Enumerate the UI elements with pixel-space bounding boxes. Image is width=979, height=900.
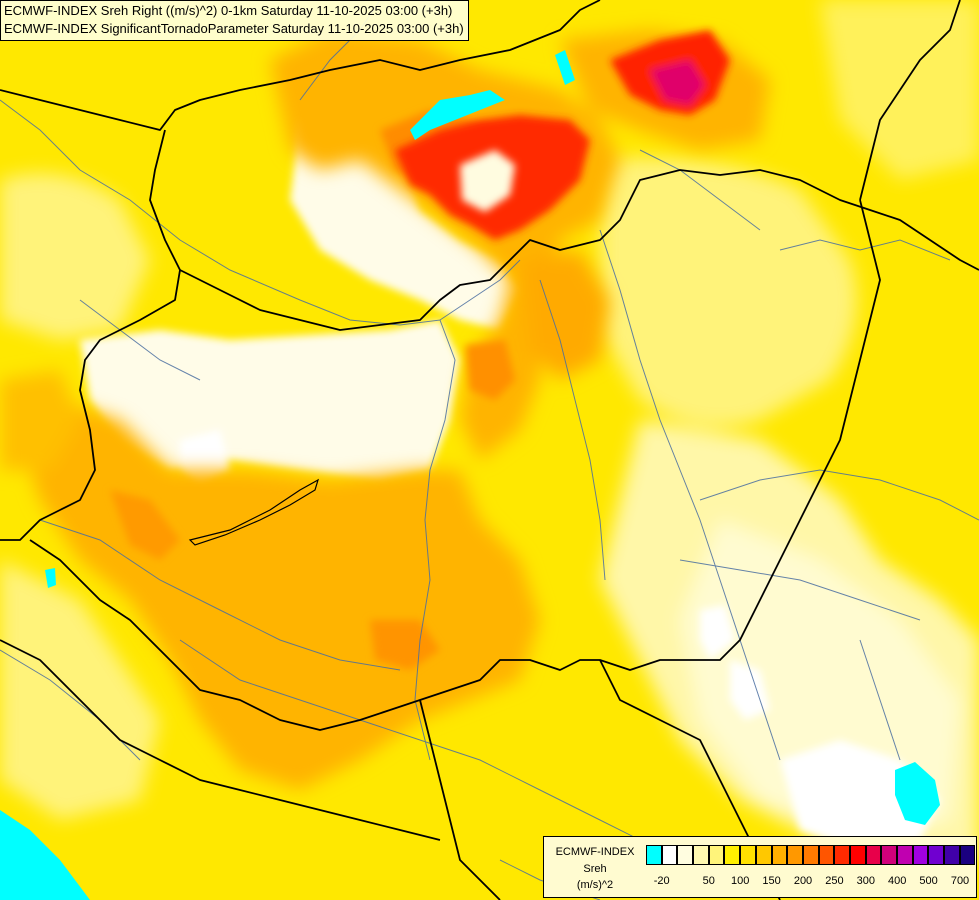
legend-swatches	[646, 845, 976, 865]
legend-tick-label: 150	[762, 875, 781, 887]
legend-swatch	[724, 845, 741, 865]
legend-swatch	[787, 845, 803, 865]
legend-swatch	[865, 845, 882, 865]
legend-unit: (m/s)^2	[576, 879, 614, 891]
legend-swatch	[661, 845, 678, 865]
legend-tick-label: 500	[919, 875, 938, 887]
legend-swatch	[881, 845, 897, 865]
legend-ticks: -20 50 100 150 200 250 300 400 500 700	[646, 875, 976, 889]
title-line-1: ECMWF-INDEX Sreh Right ((m/s)^2) 0-1km S…	[4, 3, 453, 18]
legend-swatch	[912, 845, 929, 865]
legend-swatch	[755, 845, 772, 865]
legend-swatch	[646, 845, 662, 865]
legend-swatch	[802, 845, 819, 865]
legend-tick-label: 300	[856, 875, 875, 887]
legend-swatch	[849, 845, 866, 865]
title-line-2: ECMWF-INDEX SignificantTornadoParameter …	[4, 21, 464, 36]
legend-tick-label: 400	[888, 875, 907, 887]
legend-swatch	[693, 845, 709, 865]
legend-tick-label: 700	[950, 875, 970, 887]
legend-parameter: Sreh	[583, 863, 607, 875]
legend-swatch	[818, 845, 835, 865]
legend-tick-label: 100	[731, 875, 750, 887]
legend-tick-label: 250	[825, 875, 844, 887]
legend-tick-label: -20	[653, 875, 670, 887]
legend-tick-label: 200	[793, 875, 813, 887]
legend-swatch	[959, 845, 976, 865]
legend-swatch	[771, 845, 788, 865]
legend-swatch	[677, 845, 694, 865]
legend-model: ECMWF-INDEX	[555, 846, 635, 858]
lake-outline	[188, 478, 319, 546]
legend-swatch	[897, 845, 913, 865]
legend-swatch	[834, 845, 850, 865]
legend-swatch	[928, 845, 945, 865]
legend-swatch	[708, 845, 725, 865]
color-legend: ECMWF-INDEX Sreh (m/s)^2 -20 50 100 150 200 2…	[543, 836, 977, 898]
legend-swatch	[740, 845, 756, 865]
legend-tick-label: 50	[702, 875, 715, 887]
legend-swatch	[944, 845, 960, 865]
map-title-box: ECMWF-INDEX Sreh Right ((m/s)^2) 0-1km S…	[0, 0, 469, 41]
